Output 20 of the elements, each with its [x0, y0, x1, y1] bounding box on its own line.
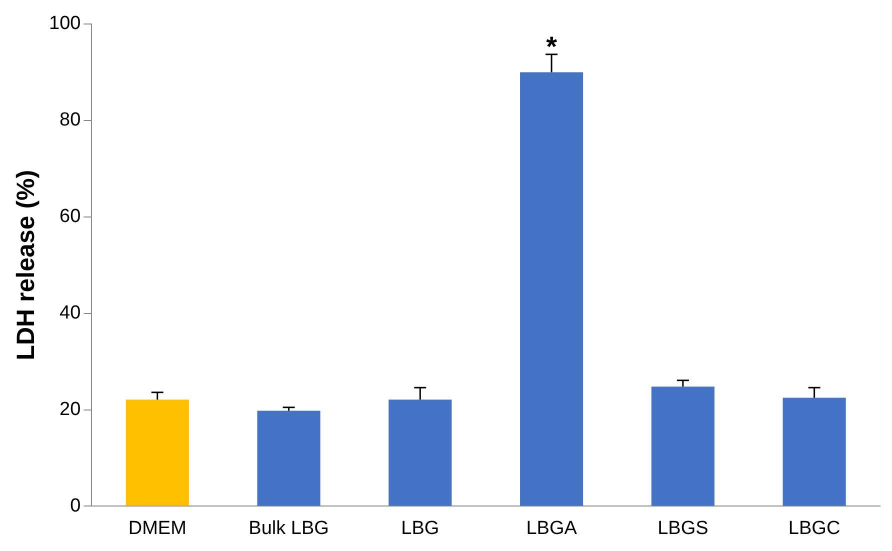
- bar: [651, 386, 714, 506]
- y-tick-label: 100: [49, 13, 81, 34]
- y-tick-label: 40: [60, 302, 81, 324]
- bar: [388, 400, 452, 506]
- bar: [520, 72, 584, 506]
- x-tick-label: LBG: [401, 518, 440, 539]
- bar: [782, 398, 846, 506]
- y-axis-title: LDH release (%): [12, 170, 40, 360]
- annotation: *: [546, 31, 558, 62]
- x-tick-label: Bulk LBG: [248, 518, 329, 539]
- y-tick-label: 80: [60, 110, 81, 131]
- x-tick-label: LBGA: [526, 518, 578, 539]
- x-tick-label: LBGC: [788, 518, 840, 539]
- bar: [257, 410, 320, 506]
- y-tick-label: 0: [70, 495, 81, 516]
- y-tick-label: 20: [60, 398, 81, 420]
- bar: [126, 400, 189, 506]
- x-tick-label: DMEM: [128, 518, 186, 539]
- y-tick-label: 60: [60, 206, 81, 228]
- x-tick-label: LBGS: [658, 518, 708, 539]
